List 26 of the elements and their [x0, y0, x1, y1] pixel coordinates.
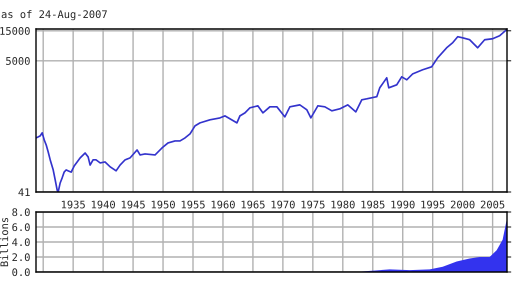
x-tick-label: 1965	[242, 200, 265, 208]
y-tick-label: 15000	[0, 27, 30, 35]
x-tick-label: 1955	[182, 200, 205, 208]
x-tick-label: 1950	[152, 200, 175, 208]
x-tick-label: 2005	[480, 200, 504, 208]
y-tick-label: 2.0	[12, 253, 30, 262]
x-tick-label: 1970	[272, 200, 295, 208]
x-tick-label: 1940	[92, 200, 115, 208]
y-tick-label: 6.0	[12, 223, 30, 232]
x-tick-label: 1990	[391, 200, 415, 208]
x-tick-label: 1935	[62, 200, 85, 208]
x-tick-label: 1995	[421, 200, 444, 208]
line-series	[36, 29, 507, 192]
x-tick-label: 1975	[302, 200, 325, 208]
x-tick-label: 1980	[332, 200, 355, 208]
y-tick-label: 5000	[6, 57, 30, 65]
y-tick-label: 41	[18, 188, 30, 196]
y-tick-label: 4.0	[12, 238, 30, 246]
x-tick-label: 1960	[212, 200, 235, 208]
x-tick-label: 2000	[450, 200, 475, 208]
chart-subtitle: as of 24-Aug-2007	[2, 10, 107, 20]
x-tick-label: 1985	[361, 200, 384, 208]
y-tick-label: 8.0	[12, 208, 30, 216]
y-tick-label: 0.0	[12, 268, 30, 276]
y-axis-title: Billions	[0, 218, 8, 266]
x-tick-label: 1945	[122, 200, 145, 208]
